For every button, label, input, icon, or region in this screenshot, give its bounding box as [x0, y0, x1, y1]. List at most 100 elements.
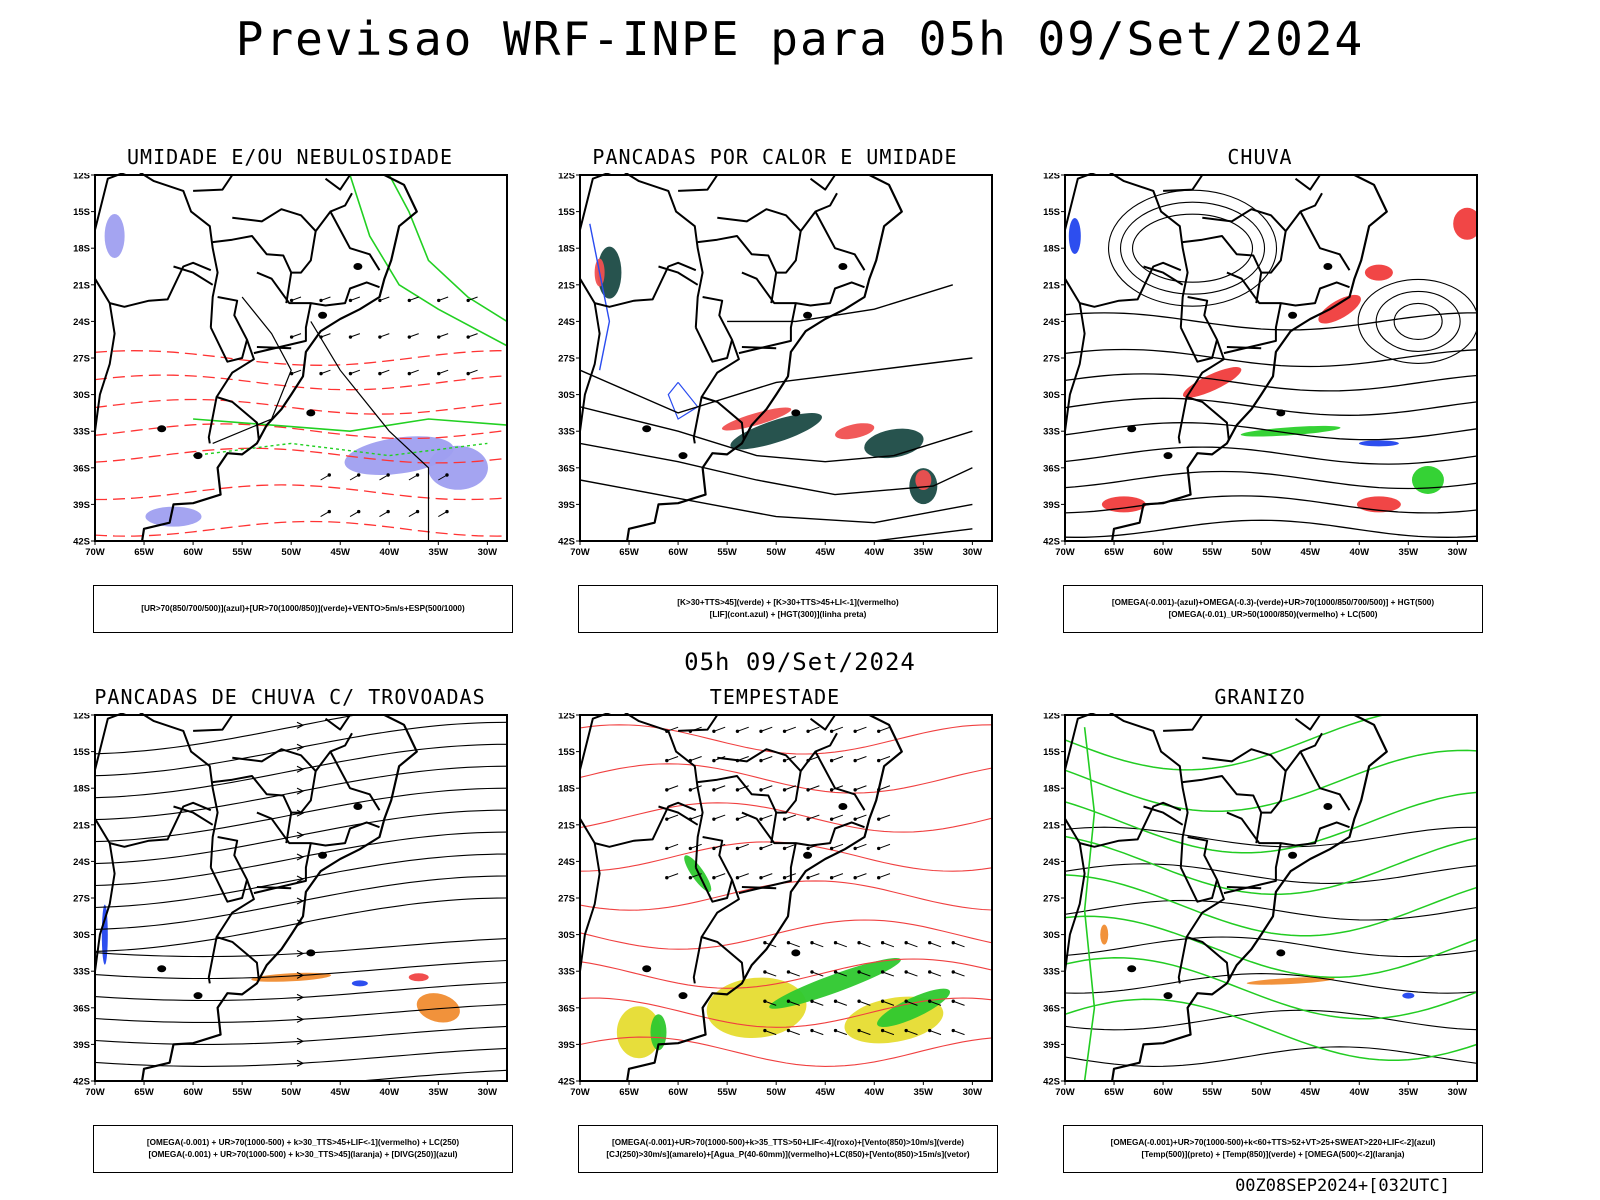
wind-arrow — [878, 873, 891, 879]
arrow-head — [688, 876, 693, 880]
legend-line: [OMEGA(-0.001) + UR>70(1000-500) + k>30_… — [148, 1150, 458, 1159]
lat-tick-label: 30S — [558, 390, 575, 401]
wind-arrow — [858, 1030, 871, 1036]
state-border — [658, 265, 699, 286]
state-border — [173, 805, 214, 826]
lake — [193, 992, 203, 1000]
streamline-arrow — [296, 1037, 305, 1045]
arrow-head — [786, 940, 791, 945]
arrow-head — [833, 1028, 838, 1033]
legend-box: [K>30+TTS>45](verde) + [K>30+TTS>45+LI<-… — [578, 585, 998, 633]
wind-arrow — [953, 1000, 965, 1006]
clipped-layer — [95, 715, 507, 1081]
lake — [1323, 803, 1333, 810]
lat-tick-label: 42S — [558, 1077, 575, 1088]
coastline — [1111, 174, 1388, 542]
lat-tick-label: 21S — [73, 820, 90, 831]
humidity-green-contour — [193, 442, 488, 457]
arrow-head — [407, 371, 412, 376]
arrow-head — [327, 509, 331, 514]
wind-arrow — [929, 1030, 942, 1036]
lat-tick-label: 36S — [1043, 463, 1060, 474]
rain-green — [1411, 466, 1444, 494]
arrow-head — [806, 846, 810, 851]
arrow-head — [763, 970, 767, 974]
convective-area — [597, 246, 622, 299]
arrow-head — [763, 940, 767, 945]
map-background — [1065, 715, 1477, 1081]
legend-line: [Temp(500)](preto) + [Temp(850)](verde) … — [1141, 1150, 1405, 1159]
state-border — [1064, 801, 1182, 848]
wind-arrow — [784, 726, 796, 732]
lc850-streamline — [580, 724, 992, 755]
rain-red — [1318, 294, 1361, 324]
wind-arrows — [289, 296, 478, 376]
thickness-dashed — [95, 374, 507, 391]
lif-contour — [667, 382, 699, 420]
lc850-streamline — [580, 919, 992, 950]
lon-tick-label: 60W — [1153, 1087, 1173, 1098]
wind-arrow — [858, 1000, 871, 1006]
lat-tick-label: 36S — [73, 463, 90, 474]
state-border — [678, 174, 719, 192]
temp500-contour — [1065, 826, 1477, 848]
lon-tick-label: 45W — [330, 1087, 350, 1098]
lon-tick-label: 60W — [183, 547, 203, 558]
arrow-head — [880, 970, 885, 974]
legend-line: [LIF](cont.azul) + [HGT(300)](linha pret… — [709, 610, 867, 619]
humidity-blue — [104, 214, 125, 258]
arrow-head — [829, 846, 834, 851]
arrow-head — [857, 999, 861, 1003]
wind-arrow — [690, 785, 702, 791]
thickness-dashed — [95, 520, 507, 537]
lon-tick-label: 55W — [1202, 547, 1222, 558]
arrow-head — [665, 758, 669, 763]
lat-tick-label: 42S — [1043, 537, 1060, 548]
lon-tick-label: 30W — [478, 547, 498, 558]
state-border — [1064, 261, 1182, 308]
panel-umidade: UMIDADE E/OU NEBULOSIDADE 12S 15S 18S 21S 24… — [60, 145, 520, 645]
temp500-contour — [1065, 1046, 1477, 1067]
wind-arrow — [831, 785, 844, 791]
streamline-arrow — [296, 971, 305, 979]
state-border — [1261, 230, 1287, 274]
streamline — [95, 721, 507, 777]
arrow-head — [829, 788, 834, 792]
wind-arrow — [807, 726, 820, 732]
temp500-contour — [1065, 973, 1477, 994]
streamline-arrow — [296, 765, 305, 773]
clipped-layer — [1065, 715, 1477, 1081]
thickness-dashed — [95, 350, 507, 366]
state-border — [1163, 174, 1204, 192]
lat-tick-label: 42S — [73, 537, 90, 548]
state-border — [232, 192, 353, 233]
lat-tick-label: 18S — [558, 244, 575, 255]
lake — [318, 311, 328, 319]
lon-tick-label: 30W — [1448, 547, 1468, 558]
lake — [1127, 425, 1137, 433]
arrow-head — [782, 876, 787, 880]
state-border — [741, 886, 777, 890]
wind-arrow — [764, 1000, 777, 1006]
state-border — [809, 174, 836, 191]
lake — [791, 409, 801, 417]
arrow-head — [810, 940, 814, 945]
state-border — [1226, 271, 1350, 307]
lon-tick-label: 65W — [134, 1087, 154, 1098]
arrow-head — [763, 999, 767, 1003]
lon-tick-label: 50W — [1251, 547, 1271, 558]
wind-arrow — [854, 756, 867, 762]
arrow-head — [712, 758, 716, 763]
clipped-layer — [580, 724, 992, 1067]
wind-vectors — [763, 940, 965, 1036]
arrow-head — [877, 846, 881, 851]
wind-arrow — [835, 942, 847, 948]
lon-tick-label: 70W — [1055, 547, 1075, 558]
temp500-contour — [1065, 899, 1477, 921]
hgt500-contour — [1131, 213, 1254, 283]
arrow-head — [357, 509, 361, 514]
state-border — [1163, 714, 1204, 732]
